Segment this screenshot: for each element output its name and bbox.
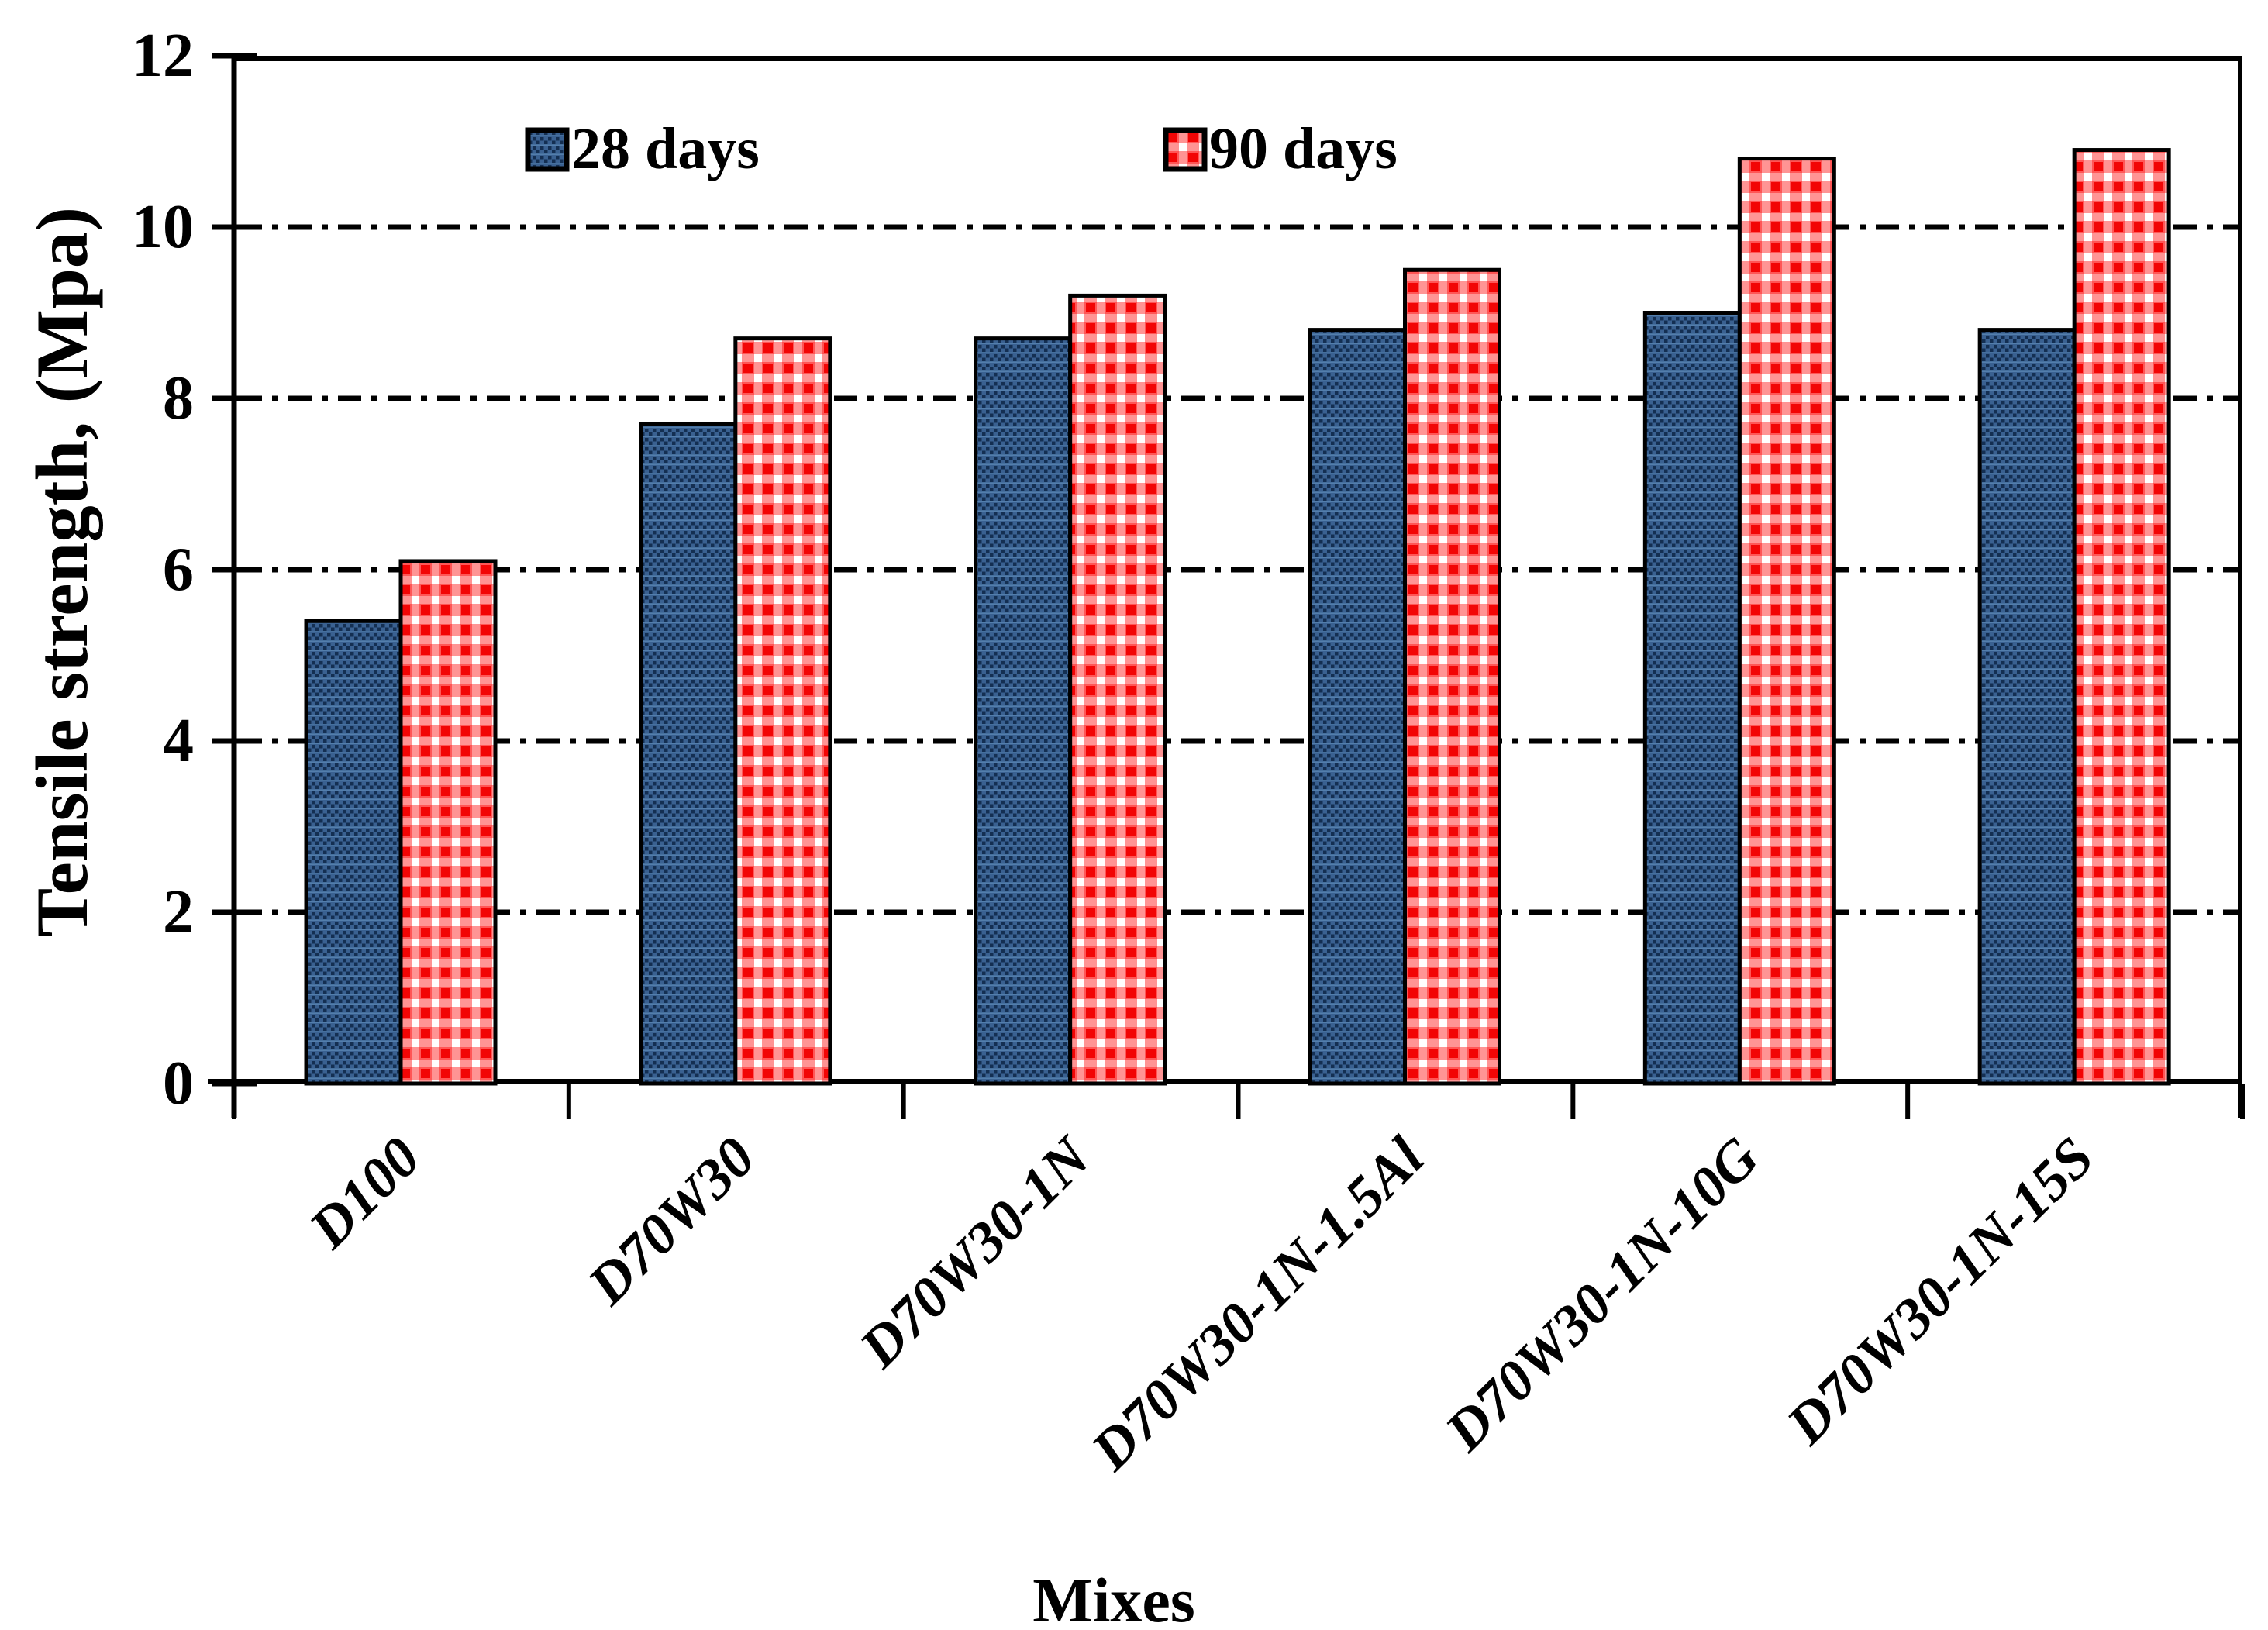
bar-D70W30-1N-15S-28days	[1977, 328, 2077, 1086]
gridlines	[239, 224, 2238, 915]
y-tick-label-8: 8	[163, 364, 194, 432]
y-tick-label-12: 12	[132, 22, 194, 90]
bar-D70W30-1N-90days	[1068, 293, 1167, 1086]
axis-ticks	[212, 53, 2245, 1119]
axes-frame	[208, 56, 2242, 1118]
y-tick-label-0: 0	[163, 1049, 194, 1118]
legend-label-90-days: 90 days	[1209, 116, 1398, 181]
x-category-label-D70W30-1N-15S: D70W30-1N-15S	[1774, 1125, 2107, 1457]
bar-D70W30-1N-10G-28days	[1642, 311, 1742, 1086]
bar-D70W30-90days	[733, 336, 832, 1086]
bar-D70W30-1N-15S-90days	[2072, 148, 2171, 1086]
legend-swatch-90-days-icon	[1163, 127, 1208, 172]
legend-label-28-days: 28 days	[571, 116, 760, 181]
bar-D70W30-28days	[639, 422, 738, 1086]
x-axis-title: Mixes	[1032, 1565, 1195, 1630]
bar-D100-90days	[398, 559, 498, 1086]
y-tick-label-2: 2	[163, 878, 194, 946]
bar-D70W30-1N-10G-90days	[1737, 157, 1836, 1086]
y-tick-label-10: 10	[132, 193, 194, 261]
bars	[304, 148, 2171, 1086]
plot-area	[208, 53, 2245, 1119]
bar-D70W30-1N-1.5Al-90days	[1403, 267, 1501, 1086]
bar-D100-28days	[304, 619, 403, 1086]
y-axis-title: Tensile strength, (Mpa)	[21, 206, 103, 938]
bar-D70W30-1N-28days	[974, 336, 1073, 1086]
bar-D70W30-1N-1.5Al-28days	[1308, 328, 1407, 1086]
y-tick-label-4: 4	[163, 707, 194, 775]
y-tick-label-6: 6	[163, 536, 194, 604]
legend-swatch-28-days-icon	[525, 127, 570, 172]
